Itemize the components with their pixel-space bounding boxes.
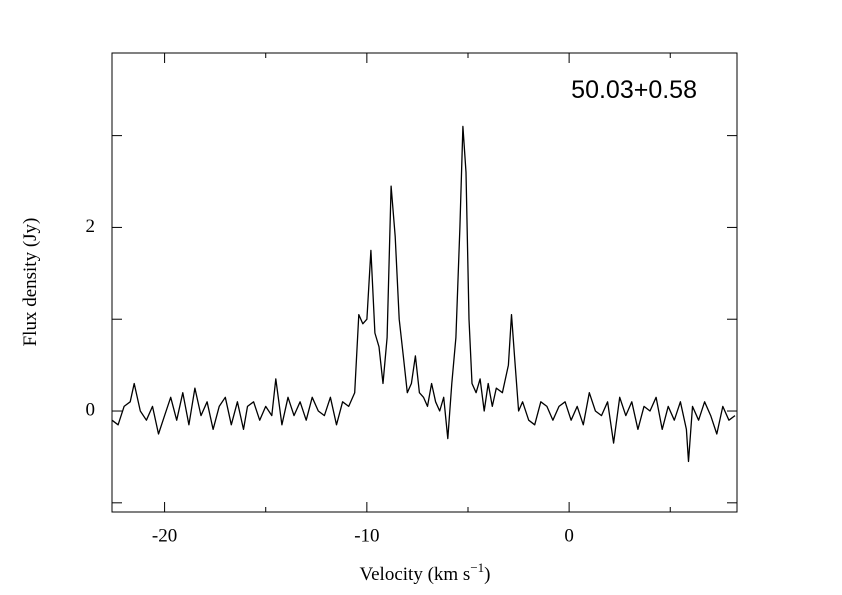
x-tick-label: 0 bbox=[564, 525, 574, 546]
y-axis-label: Flux density (Jy) bbox=[20, 218, 41, 347]
annotation: 50.03+0.58 bbox=[571, 76, 697, 104]
x-label-sup: −1 bbox=[470, 560, 484, 575]
x-axis-label: Velocity (km s−1) bbox=[360, 560, 491, 585]
x-label-text: Velocity (km s bbox=[360, 564, 471, 585]
y-tick-label: 0 bbox=[86, 399, 96, 420]
y-tick-label: 2 bbox=[86, 216, 96, 237]
x-label-end: ) bbox=[484, 564, 490, 585]
spectrum-line bbox=[111, 125, 736, 463]
plot-frame bbox=[111, 52, 738, 513]
x-tick-label: -20 bbox=[152, 525, 177, 546]
x-tick-label: -10 bbox=[354, 525, 379, 546]
